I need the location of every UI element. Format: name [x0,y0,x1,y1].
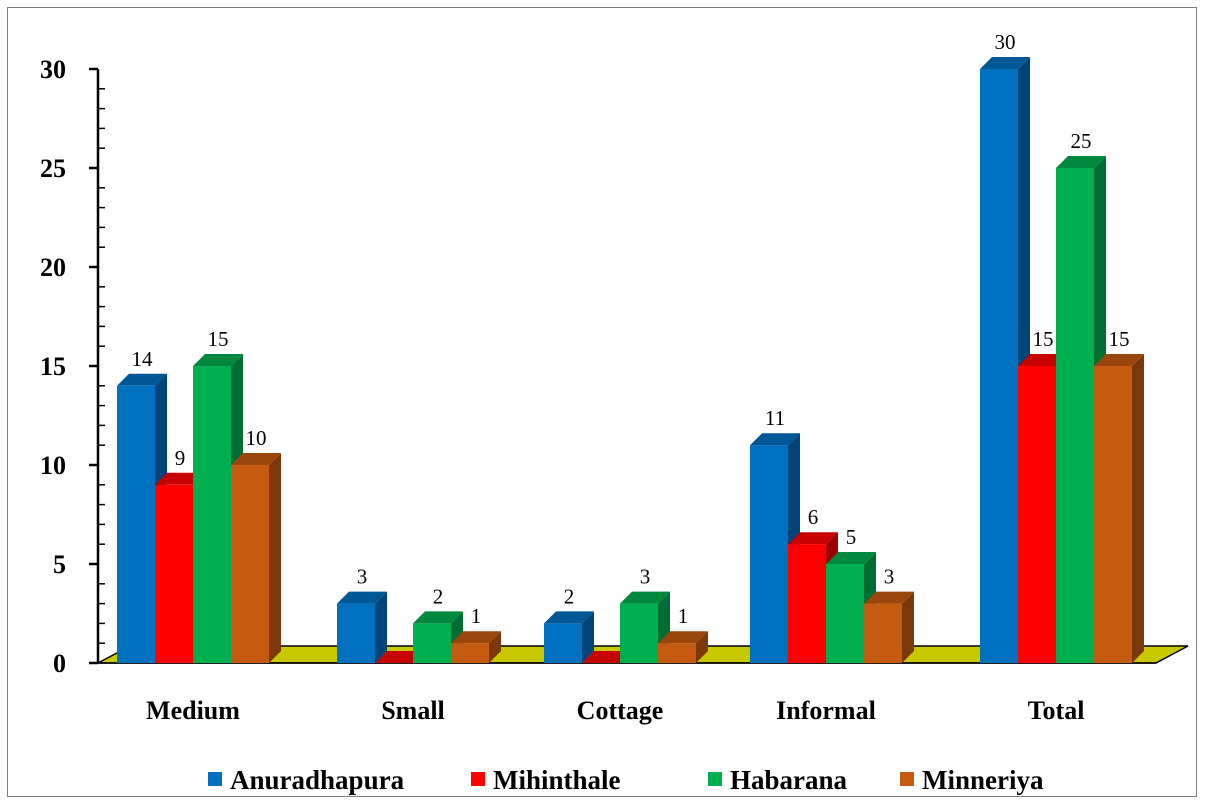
legend-label: Anuradhapura [230,765,405,795]
bar-minneriya-medium [231,453,281,663]
data-label: 1 [471,604,482,628]
legend-item-anuradhapura: Anuradhapura [208,765,405,795]
bar-minneriya-cottage [658,631,708,663]
bar-anuradhapura-small [337,591,387,663]
bar-habarana-cottage [620,591,670,663]
y-tick-label: 10 [40,451,66,480]
y-tick-label: 0 [53,649,66,678]
data-label: 1 [678,604,689,628]
x-tick-label: Informal [776,696,876,725]
legend-item-habarana: Habarana [708,765,848,795]
legend-swatch [471,772,485,786]
data-label: 6 [808,505,819,529]
data-label: 14 [132,347,154,371]
data-label: 25 [1071,129,1092,153]
y-tick-label: 20 [40,253,66,282]
y-tick-label: 25 [40,154,66,183]
bar-chart: 0 5 10 15 20 25 30 14 9 15 10 Medium 3 2 1 Small 2 3 1 Cot… [40,30,1189,795]
y-tick-label: 5 [53,550,66,579]
data-label: 15 [1109,327,1130,351]
data-label: 15 [1033,327,1054,351]
data-label: 11 [765,406,785,430]
data-label: 3 [640,565,651,589]
bar-mihinthale-small [375,651,425,663]
legend-item-mihinthale: Mihinthale [471,765,621,795]
legend-swatch [900,772,914,786]
x-tick-label: Cottage [577,696,664,725]
data-label: 2 [433,584,444,608]
data-label: 2 [564,584,575,608]
legend-label: Mihinthale [493,765,621,795]
data-label: 15 [208,327,229,351]
data-label: 10 [246,426,267,450]
bar-minneriya-informal [864,591,914,663]
bar-anuradhapura-cottage [544,611,594,663]
legend-label: Habarana [730,765,848,795]
legend-swatch [708,772,722,786]
legend-label: Minneriya [922,765,1044,795]
bar-mihinthale-cottage [582,651,632,663]
y-tick-label: 15 [40,352,66,381]
data-label: 3 [357,565,368,589]
x-tick-label: Medium [146,696,240,725]
data-label: 30 [995,30,1016,54]
y-tick-label: 30 [40,55,66,84]
bar-minneriya-small [451,631,501,663]
chart-frame: 0 5 10 15 20 25 30 14 9 15 10 Medium 3 2 1 Small 2 3 1 Cot… [7,7,1197,797]
data-label: 9 [175,446,186,470]
data-label: 5 [846,525,857,549]
legend-swatch [208,772,222,786]
x-tick-label: Small [381,696,445,725]
bar-anuradhapura-medium [117,373,167,663]
data-label: 3 [884,565,895,589]
x-tick-label: Total [1028,696,1085,725]
legend-item-minneriya: Minneriya [900,765,1044,795]
bar-minneriya-total [1094,354,1144,663]
